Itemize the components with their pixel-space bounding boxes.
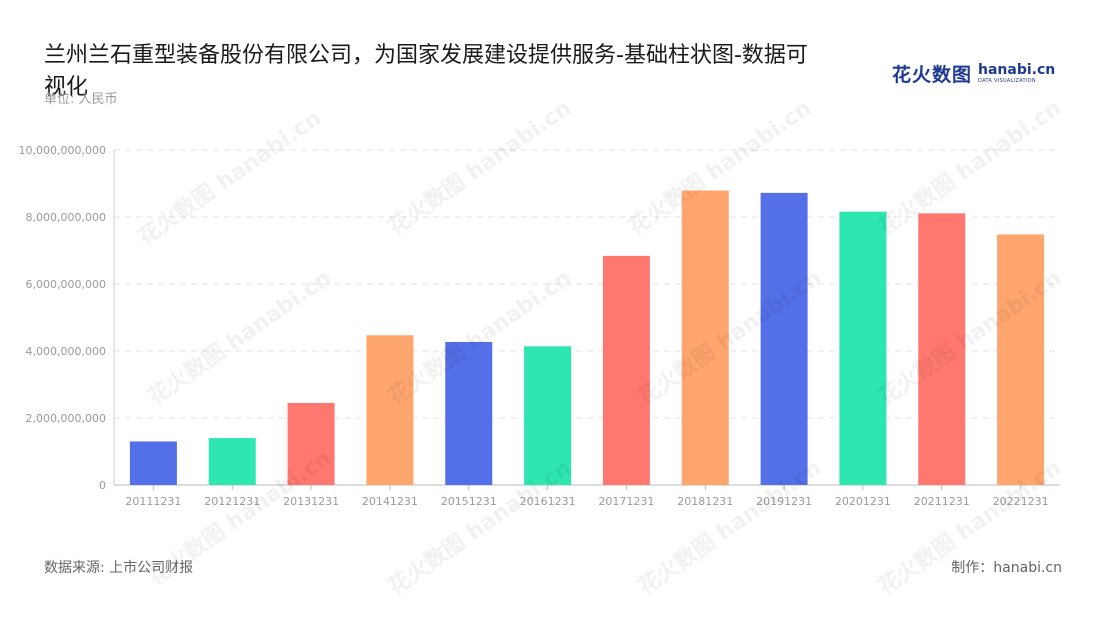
bar [524, 346, 572, 485]
x-tick-label: 20191231 [756, 495, 812, 508]
logo-en-block: hanabi.cn DATA VISUALIZATION [978, 63, 1055, 84]
x-tick-label: 20201231 [835, 495, 891, 508]
y-tick-label: 8,000,000,000 [26, 211, 106, 224]
bar [760, 192, 808, 485]
data-source: 数据来源: 上市公司财报 [44, 560, 194, 576]
y-tick-label: 4,000,000,000 [26, 345, 106, 358]
x-tick-label: 20151231 [441, 495, 497, 508]
x-tick-label: 20171231 [598, 495, 654, 508]
x-tick-label: 20161231 [520, 495, 576, 508]
unit-label: 单位: 人民币 [44, 92, 118, 107]
bar [208, 438, 256, 485]
bar [918, 213, 966, 485]
chart-title: 兰州兰石重型装备股份有限公司，为国家发展建设提供服务-基础柱状图-数据可视化 [44, 43, 808, 100]
bar [129, 441, 177, 485]
logo-en-subtext: DATA VISUALIZATION [978, 77, 1036, 84]
bar [681, 190, 729, 485]
x-tick-label: 20211231 [914, 495, 970, 508]
y-tick-label: 0 [99, 479, 106, 492]
bar [287, 402, 335, 485]
bar [997, 234, 1045, 485]
x-tick-label: 20111231 [125, 495, 181, 508]
logo-en-text: hanabi.cn [978, 61, 1056, 78]
x-tick-label: 20131231 [283, 495, 339, 508]
x-tick-label: 20141231 [362, 495, 418, 508]
x-tick-label: 20221231 [993, 495, 1049, 508]
credit-label: 制作：hanabi.cn [951, 560, 1062, 576]
brand-logo: 花火数图 hanabi.cn DATA VISUALIZATION [892, 60, 1055, 86]
y-tick-label: 10,000,000,000 [19, 144, 106, 157]
bar [839, 211, 887, 485]
logo-cn-text: 花火数图 [892, 63, 973, 86]
bar [445, 341, 493, 485]
x-tick-label: 20121231 [204, 495, 260, 508]
y-tick-label: 6,000,000,000 [26, 278, 106, 291]
bar [602, 255, 650, 485]
bar [366, 335, 414, 485]
x-tick-label: 20181231 [677, 495, 733, 508]
y-tick-label: 2,000,000,000 [26, 412, 106, 425]
